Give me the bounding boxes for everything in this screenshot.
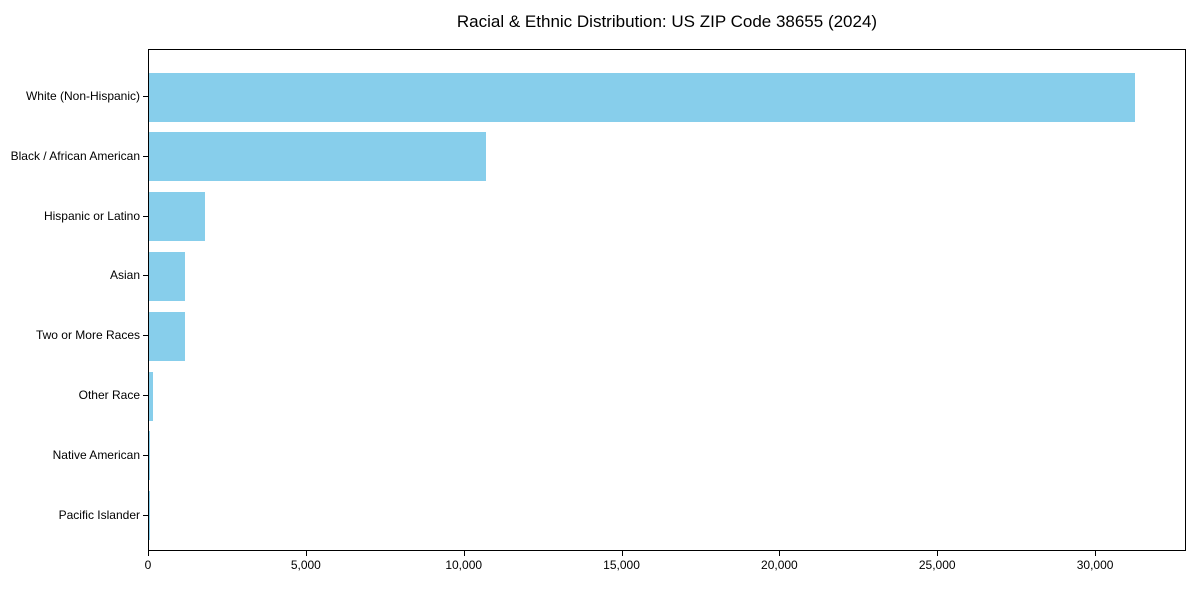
plot-area xyxy=(148,49,1186,551)
x-tick xyxy=(148,551,149,556)
x-tick xyxy=(621,551,623,556)
bar xyxy=(149,371,154,421)
x-tick-label: 25,000 xyxy=(918,558,956,572)
x-tick-label: 15,000 xyxy=(603,558,640,572)
y-tick xyxy=(143,395,148,396)
y-axis-label: Other Race xyxy=(78,388,140,402)
y-axis-label: Pacific Islander xyxy=(58,507,140,522)
bar xyxy=(149,132,486,182)
x-tick xyxy=(1095,551,1097,556)
y-axis-label: Black / African American xyxy=(10,148,140,163)
bar xyxy=(149,311,185,361)
y-tick xyxy=(143,454,148,456)
x-tick xyxy=(463,551,465,556)
y-tick xyxy=(143,275,148,277)
x-tick xyxy=(779,551,781,556)
bar xyxy=(149,192,205,242)
y-axis-label: Native American xyxy=(52,447,140,462)
bar xyxy=(149,72,1136,122)
y-tick xyxy=(143,96,148,97)
y-tick xyxy=(143,335,148,337)
y-axis-label: Hispanic or Latino xyxy=(43,208,140,223)
y-tick xyxy=(143,514,148,516)
x-tick-label: 20,000 xyxy=(761,558,798,572)
bar xyxy=(149,251,186,301)
y-axis-label: Two or More Races xyxy=(35,328,140,343)
x-tick-label: 30,000 xyxy=(1076,558,1114,572)
x-tick xyxy=(937,551,939,556)
chart-title: Racial & Ethnic Distribution: US ZIP Cod… xyxy=(456,12,878,31)
x-tick xyxy=(305,551,307,556)
x-tick-label: 0 xyxy=(144,558,152,572)
y-axis-label: White (Non-Hispanic) xyxy=(25,89,140,103)
x-tick-label: 5,000 xyxy=(290,558,321,572)
x-tick-label: 10,000 xyxy=(445,558,483,572)
y-tick xyxy=(143,155,148,157)
y-tick xyxy=(143,215,148,217)
bar xyxy=(149,431,150,481)
y-axis-label: Asian xyxy=(109,268,140,283)
